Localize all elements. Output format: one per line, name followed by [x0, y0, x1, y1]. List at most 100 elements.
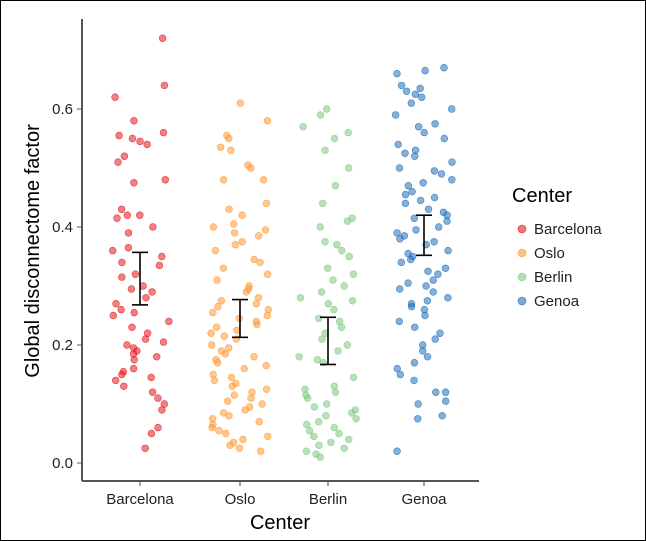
data-point-oslo	[238, 211, 246, 219]
y-tick-label: 0.0	[52, 455, 73, 472]
data-point-barcelona	[155, 261, 164, 270]
data-point-barcelona	[113, 214, 121, 222]
data-point-barcelona	[129, 364, 138, 373]
data-point-barcelona	[158, 34, 167, 42]
data-point-oslo	[252, 300, 261, 308]
data-point-barcelona	[120, 152, 129, 160]
x-tick-label: Oslo	[225, 491, 256, 508]
data-point-genoa	[394, 140, 402, 149]
data-point-berlin	[334, 347, 342, 355]
y-tick-label: 0.2	[52, 337, 73, 354]
data-point-genoa	[393, 447, 401, 455]
data-point-genoa	[429, 276, 437, 284]
data-point-genoa	[448, 176, 456, 184]
data-point-berlin	[315, 441, 323, 449]
data-point-barcelona	[158, 252, 166, 261]
data-point-oslo	[225, 134, 233, 143]
data-point-berlin	[345, 435, 353, 444]
data-point-barcelona	[131, 270, 140, 278]
data-point-berlin	[338, 246, 346, 255]
data-point-barcelona	[153, 353, 161, 361]
data-point-barcelona	[118, 258, 126, 267]
data-point-genoa	[430, 238, 438, 246]
data-point-berlin	[315, 418, 323, 426]
data-point-oslo	[233, 326, 241, 334]
data-point-berlin	[327, 438, 335, 447]
data-point-oslo	[241, 406, 249, 414]
data-point-genoa	[419, 347, 427, 355]
legend-label-barcelona: Barcelona	[534, 221, 602, 238]
data-point-oslo	[263, 311, 271, 320]
y-tick-label: 0.6	[52, 101, 73, 118]
data-point-genoa	[448, 105, 456, 113]
data-point-oslo	[257, 447, 265, 455]
data-point-genoa	[411, 323, 419, 331]
data-point-barcelona	[123, 341, 131, 349]
data-point-genoa	[410, 359, 419, 367]
y-ticks: 0.0 0.2 0.4 0.6	[52, 101, 82, 472]
data-point-oslo	[258, 400, 266, 408]
data-point-oslo	[264, 432, 272, 441]
data-point-oslo	[247, 164, 255, 172]
data-point-genoa	[404, 279, 412, 287]
data-point-barcelona	[143, 140, 151, 149]
data-point-oslo	[255, 232, 263, 240]
data-point-genoa	[430, 167, 439, 175]
data-point-barcelona	[147, 429, 156, 438]
data-point-berlin	[340, 282, 348, 290]
data-point-genoa	[393, 69, 401, 78]
data-point-genoa	[435, 223, 443, 231]
data-point-barcelona	[118, 273, 126, 281]
legend-marker-oslo	[517, 248, 527, 258]
data-point-oslo	[225, 412, 233, 420]
data-point-barcelona	[109, 311, 118, 320]
data-point-genoa	[438, 412, 446, 420]
data-point-barcelona	[118, 370, 126, 379]
legend-marker-genoa	[517, 296, 527, 306]
data-point-genoa	[424, 267, 432, 275]
error-bars	[132, 214, 432, 366]
data-point-genoa	[442, 397, 450, 405]
data-point-genoa	[440, 63, 448, 72]
data-point-berlin	[329, 276, 337, 284]
data-point-barcelona	[108, 246, 117, 255]
data-point-oslo	[263, 270, 272, 278]
data-point-berlin	[316, 111, 325, 119]
data-point-oslo	[225, 205, 233, 214]
data-point-berlin	[344, 128, 352, 137]
data-point-barcelona	[142, 294, 150, 302]
data-point-oslo	[224, 397, 232, 405]
data-point-barcelona	[130, 179, 138, 187]
legend-marker-barcelona	[517, 224, 527, 234]
legend: Center Barcelona Oslo Berlin Genoa	[512, 185, 602, 310]
data-point-genoa	[431, 120, 439, 128]
data-point-genoa	[443, 217, 451, 225]
data-point-oslo	[226, 441, 234, 449]
data-point-berlin	[299, 122, 307, 131]
data-point-oslo	[215, 426, 223, 435]
data-points	[108, 34, 456, 461]
data-point-barcelona	[112, 300, 120, 308]
data-point-berlin	[343, 341, 351, 349]
data-point-genoa	[448, 158, 456, 166]
data-point-genoa	[422, 282, 430, 290]
x-tick-label: Genoa	[401, 491, 447, 508]
data-point-genoa	[396, 285, 404, 293]
data-point-barcelona	[128, 323, 136, 331]
data-point-barcelona	[114, 158, 122, 166]
data-point-genoa	[436, 329, 444, 337]
data-point-genoa	[414, 415, 422, 423]
data-point-genoa	[408, 187, 416, 196]
data-point-oslo	[255, 418, 263, 426]
data-point-barcelona	[124, 244, 133, 252]
x-ticks: Barcelona Oslo Berlin Genoa	[106, 481, 447, 508]
data-point-berlin	[330, 423, 338, 432]
data-point-barcelona	[148, 288, 156, 296]
data-point-genoa	[397, 81, 406, 90]
data-point-genoa	[410, 214, 418, 222]
data-point-berlin	[330, 305, 338, 314]
legend-label-genoa: Genoa	[534, 293, 580, 310]
data-point-genoa	[412, 226, 420, 234]
data-point-genoa	[416, 84, 424, 93]
data-point-genoa	[421, 66, 429, 75]
